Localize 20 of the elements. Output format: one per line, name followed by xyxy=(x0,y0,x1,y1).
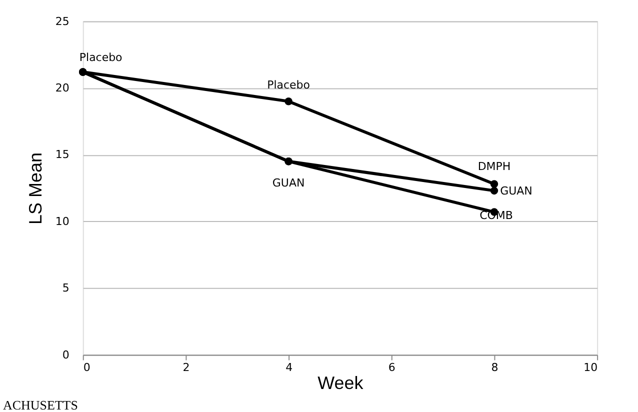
x-tick-label: 10 xyxy=(584,361,598,374)
annotation: GUAN xyxy=(500,184,532,198)
annotation: DMPH xyxy=(478,160,511,174)
x-tick-label: 4 xyxy=(286,361,293,374)
x-tick-label: 2 xyxy=(182,361,190,374)
annotation: Placebo xyxy=(79,51,123,64)
y-tick-label: 0 xyxy=(62,348,70,362)
x-tick-label: 8 xyxy=(491,361,498,374)
y-tick-label: 25 xyxy=(55,14,70,28)
y-axis-title: LS Mean xyxy=(25,152,46,224)
y-tick-label: 20 xyxy=(55,81,70,94)
annotation: Placebo xyxy=(267,78,310,92)
y-tick-label: 15 xyxy=(55,148,70,162)
x-tick-label: 0 xyxy=(83,361,90,374)
x-axis-title: Week xyxy=(318,373,364,394)
y-tick-label: 5 xyxy=(62,282,70,295)
y-tick-label: 10 xyxy=(55,214,70,228)
text: ACHUSETTS xyxy=(2,398,78,412)
x-tick-label: 6 xyxy=(388,361,396,374)
annotation: GUAN xyxy=(272,176,305,190)
